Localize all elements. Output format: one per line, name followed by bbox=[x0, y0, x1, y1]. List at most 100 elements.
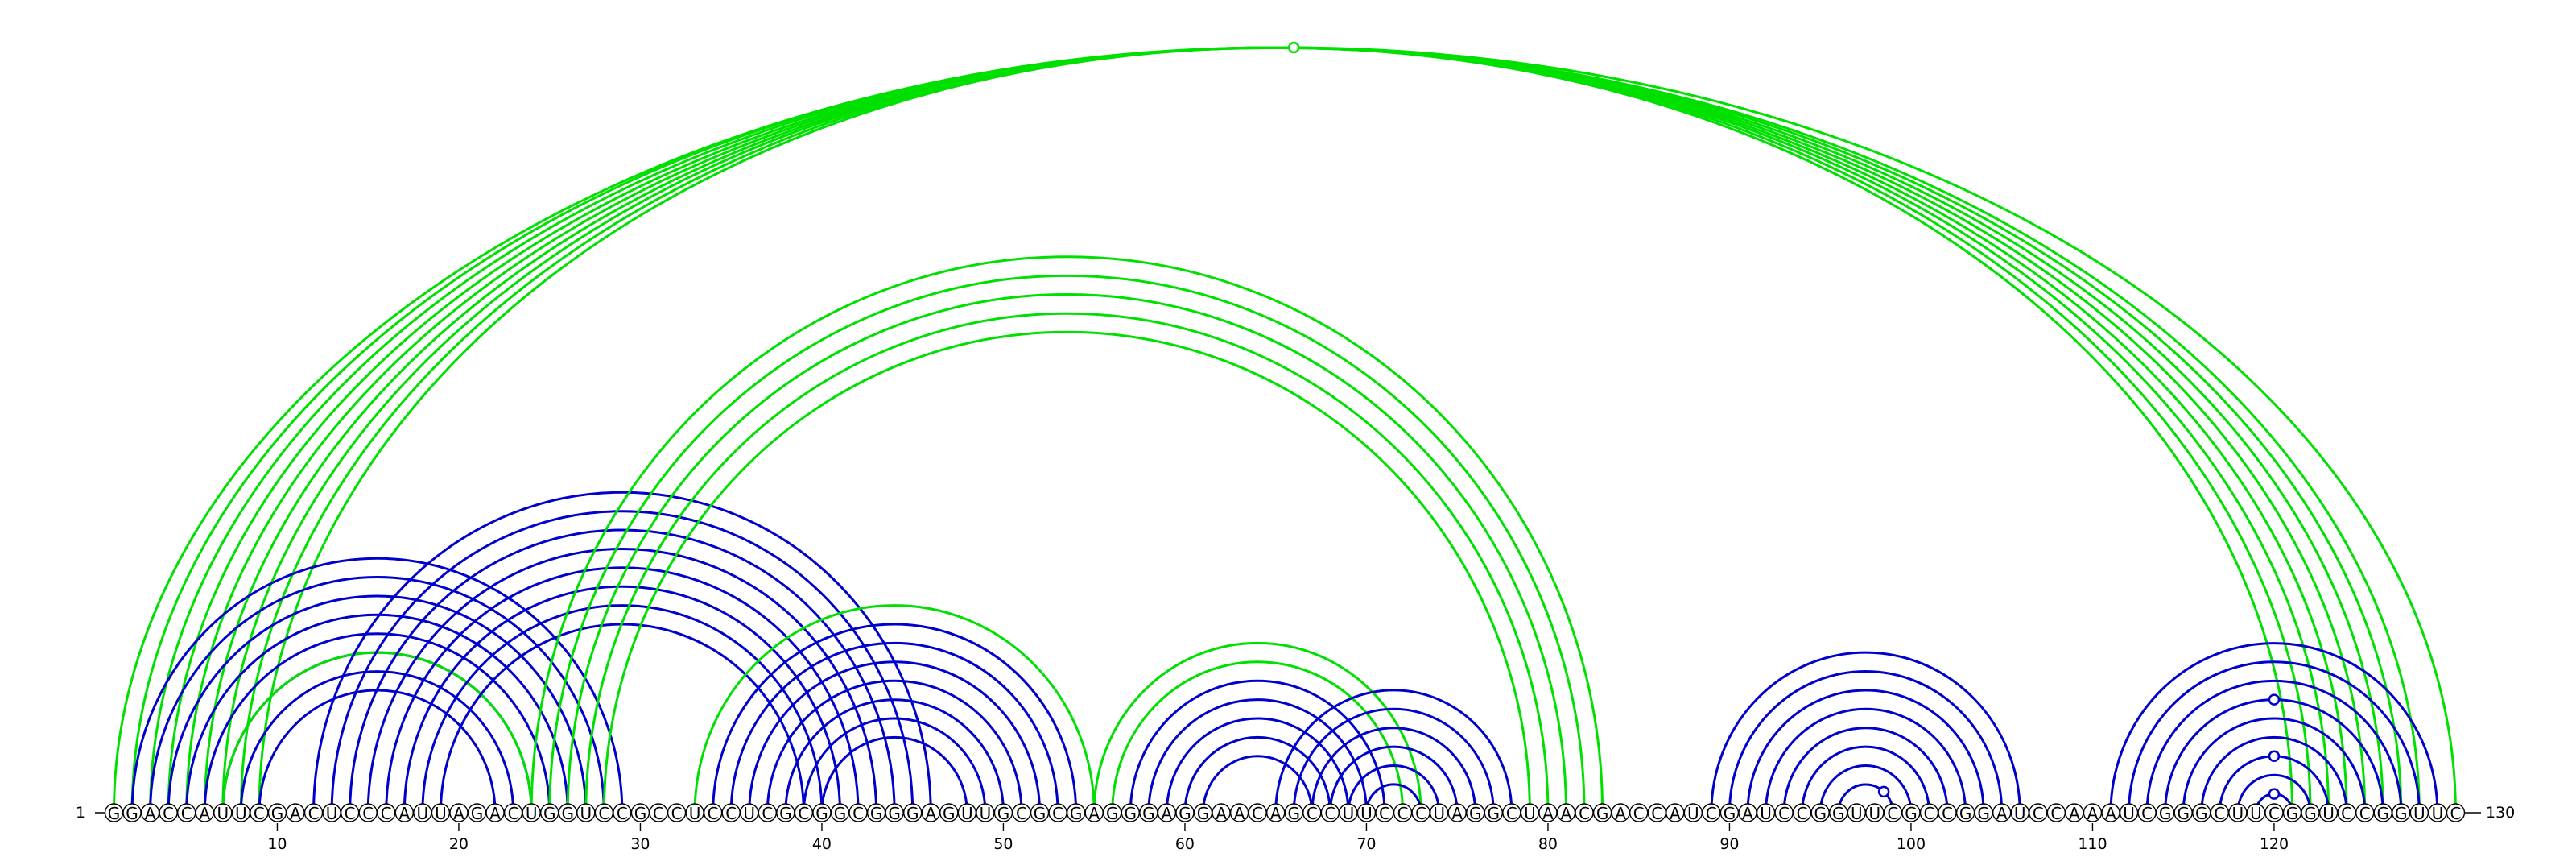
ticks-layer: 10 20 30 40 50 60 70 80 90 100 110 120 bbox=[267, 823, 2289, 853]
nucleotide-letter-14: C bbox=[345, 804, 356, 823]
nucleotide-letter-49: U bbox=[980, 804, 992, 823]
nucleotide-letter-82: C bbox=[1579, 804, 1590, 823]
arc-green-8-122 bbox=[239, 46, 2312, 814]
arc-green-55-73 bbox=[1092, 641, 1422, 814]
arc-blue-4-27 bbox=[167, 594, 588, 814]
nucleotide-letter-62: A bbox=[1216, 804, 1227, 823]
nucleotide-letter-92: U bbox=[1760, 804, 1772, 823]
tick-label-20: 20 bbox=[449, 835, 469, 853]
nucleotide-letter-95: G bbox=[1814, 804, 1827, 823]
arc-green-7-24 bbox=[221, 651, 533, 814]
tick-label-40: 40 bbox=[812, 835, 832, 853]
arc-blue-38-50 bbox=[784, 698, 1005, 814]
nucleotide-letter-60: G bbox=[1179, 804, 1191, 823]
nucleotide-letter-111: A bbox=[2105, 804, 2116, 823]
markers-layer bbox=[1288, 41, 2281, 800]
tick-label-50: 50 bbox=[993, 835, 1013, 853]
arc-blue-61-67 bbox=[1202, 755, 1314, 814]
nucleotide-letter-84: A bbox=[1615, 804, 1626, 823]
arc-green-26-81 bbox=[566, 293, 1567, 814]
nucleotide-letter-93: C bbox=[1778, 804, 1790, 823]
arc-green-28-79 bbox=[602, 330, 1531, 814]
nucleotide-letter-70: U bbox=[1360, 804, 1373, 823]
start-label: 1 bbox=[76, 804, 85, 822]
arc-green-5-125 bbox=[185, 46, 2367, 814]
nucleotide-letter-4: C bbox=[163, 804, 174, 823]
nucleotide-circle-130 bbox=[2446, 803, 2466, 822]
nucleotide-letter-54: G bbox=[1070, 804, 1083, 823]
nucleotide-letter-101: C bbox=[1924, 804, 1935, 823]
nucleotide-letter-48: U bbox=[961, 804, 973, 823]
nucleotide-letter-125: C bbox=[2359, 804, 2371, 823]
nucleotide-letter-105: A bbox=[1996, 804, 2008, 823]
arc-blue-15-43 bbox=[366, 547, 878, 814]
nucleotide-letter-44: G bbox=[888, 804, 901, 823]
nucleotide-letter-27: U bbox=[580, 804, 592, 823]
nucleotide-letter-116: G bbox=[2195, 804, 2208, 823]
nucleotide-letter-37: C bbox=[762, 804, 773, 823]
nucleotide-letter-22: A bbox=[489, 804, 501, 823]
arc-marker-4 bbox=[2268, 750, 2281, 763]
arc-blue-14-44 bbox=[349, 528, 896, 814]
nucleotide-letter-47: G bbox=[943, 804, 956, 823]
nucleotide-letter-50: G bbox=[997, 804, 1010, 823]
nucleotide-letter-130: C bbox=[2450, 804, 2461, 823]
nucleotide-letter-52: G bbox=[1034, 804, 1046, 823]
arc-marker-1 bbox=[1288, 41, 1300, 54]
nucleotide-letter-26: G bbox=[562, 804, 575, 823]
arc-blue-96-99 bbox=[1837, 783, 1894, 814]
arc-blue-13-45 bbox=[330, 510, 914, 814]
arc-blue-92-103 bbox=[1765, 707, 1967, 814]
arc-green-1-130 bbox=[113, 46, 2457, 814]
arc-green-3-127 bbox=[149, 46, 2403, 814]
nucleotide-letter-5: C bbox=[181, 804, 192, 823]
arc-blue-90-105 bbox=[1728, 670, 2004, 814]
nucleotide-letter-109: A bbox=[2069, 804, 2080, 823]
nucleotide-letter-112: U bbox=[2123, 804, 2135, 823]
arc-green-4-126 bbox=[167, 46, 2384, 814]
nucleotide-letter-88: U bbox=[1687, 804, 1699, 823]
nucleotide-letter-6: A bbox=[199, 804, 210, 823]
nucleotide-letter-66: G bbox=[1288, 804, 1301, 823]
arc-blue-111-129 bbox=[2109, 641, 2439, 814]
arc-green-6-124 bbox=[203, 46, 2348, 814]
nucleotide-letter-2: G bbox=[126, 804, 138, 823]
arc-blue-116-124 bbox=[2200, 735, 2348, 814]
nucleotide-letter-100: G bbox=[1905, 804, 1918, 823]
nucleotide-letter-67: C bbox=[1307, 804, 1318, 823]
nucleotide-letter-12: C bbox=[308, 804, 320, 823]
arc-blue-60-68 bbox=[1183, 735, 1331, 814]
nucleotide-letter-128: U bbox=[2413, 804, 2425, 823]
arc-green-56-72 bbox=[1111, 660, 1405, 814]
tick-label-60: 60 bbox=[1175, 835, 1195, 853]
nucleotide-letter-119: U bbox=[2250, 804, 2262, 823]
nucleotide-letter-107: C bbox=[2033, 804, 2044, 823]
nucleotide-letter-11: A bbox=[290, 804, 301, 823]
nucleotide-letter-122: G bbox=[2304, 804, 2317, 823]
nucleotide-letter-16: C bbox=[381, 804, 392, 823]
tick-label-30: 30 bbox=[630, 835, 650, 853]
nucleotide-letter-69: U bbox=[1343, 804, 1355, 823]
arc-blue-39-49 bbox=[802, 717, 987, 814]
arc-blue-112-128 bbox=[2128, 660, 2421, 814]
arc-blue-94-101 bbox=[1801, 745, 1930, 814]
nucleotide-letter-86: C bbox=[1651, 804, 1662, 823]
nucleotide-letter-77: G bbox=[1488, 804, 1501, 823]
nucleotide-letter-58: G bbox=[1142, 804, 1155, 823]
nucleotide-letter-25: G bbox=[543, 804, 556, 823]
nucleotide-letter-32: C bbox=[671, 804, 683, 823]
nucleotide-letter-68: C bbox=[1324, 804, 1335, 823]
nucleotide-letter-51: C bbox=[1016, 804, 1027, 823]
nucleotide-letter-24: U bbox=[526, 804, 538, 823]
nucleotide-letter-124: C bbox=[2341, 804, 2352, 823]
nucleotide-letter-57: G bbox=[1125, 804, 1137, 823]
arc-blue-89-106 bbox=[1710, 651, 2021, 814]
nucleotide-letter-81: A bbox=[1561, 804, 1572, 823]
nucleotide-letter-38: G bbox=[779, 804, 792, 823]
arc-blue-115-125 bbox=[2182, 717, 2367, 814]
nucleotide-letter-40: G bbox=[815, 804, 828, 823]
arc-blue-8-23 bbox=[239, 670, 515, 814]
nucleotide-letter-1: G bbox=[108, 804, 121, 823]
nucleotide-letter-64: C bbox=[1252, 804, 1263, 823]
